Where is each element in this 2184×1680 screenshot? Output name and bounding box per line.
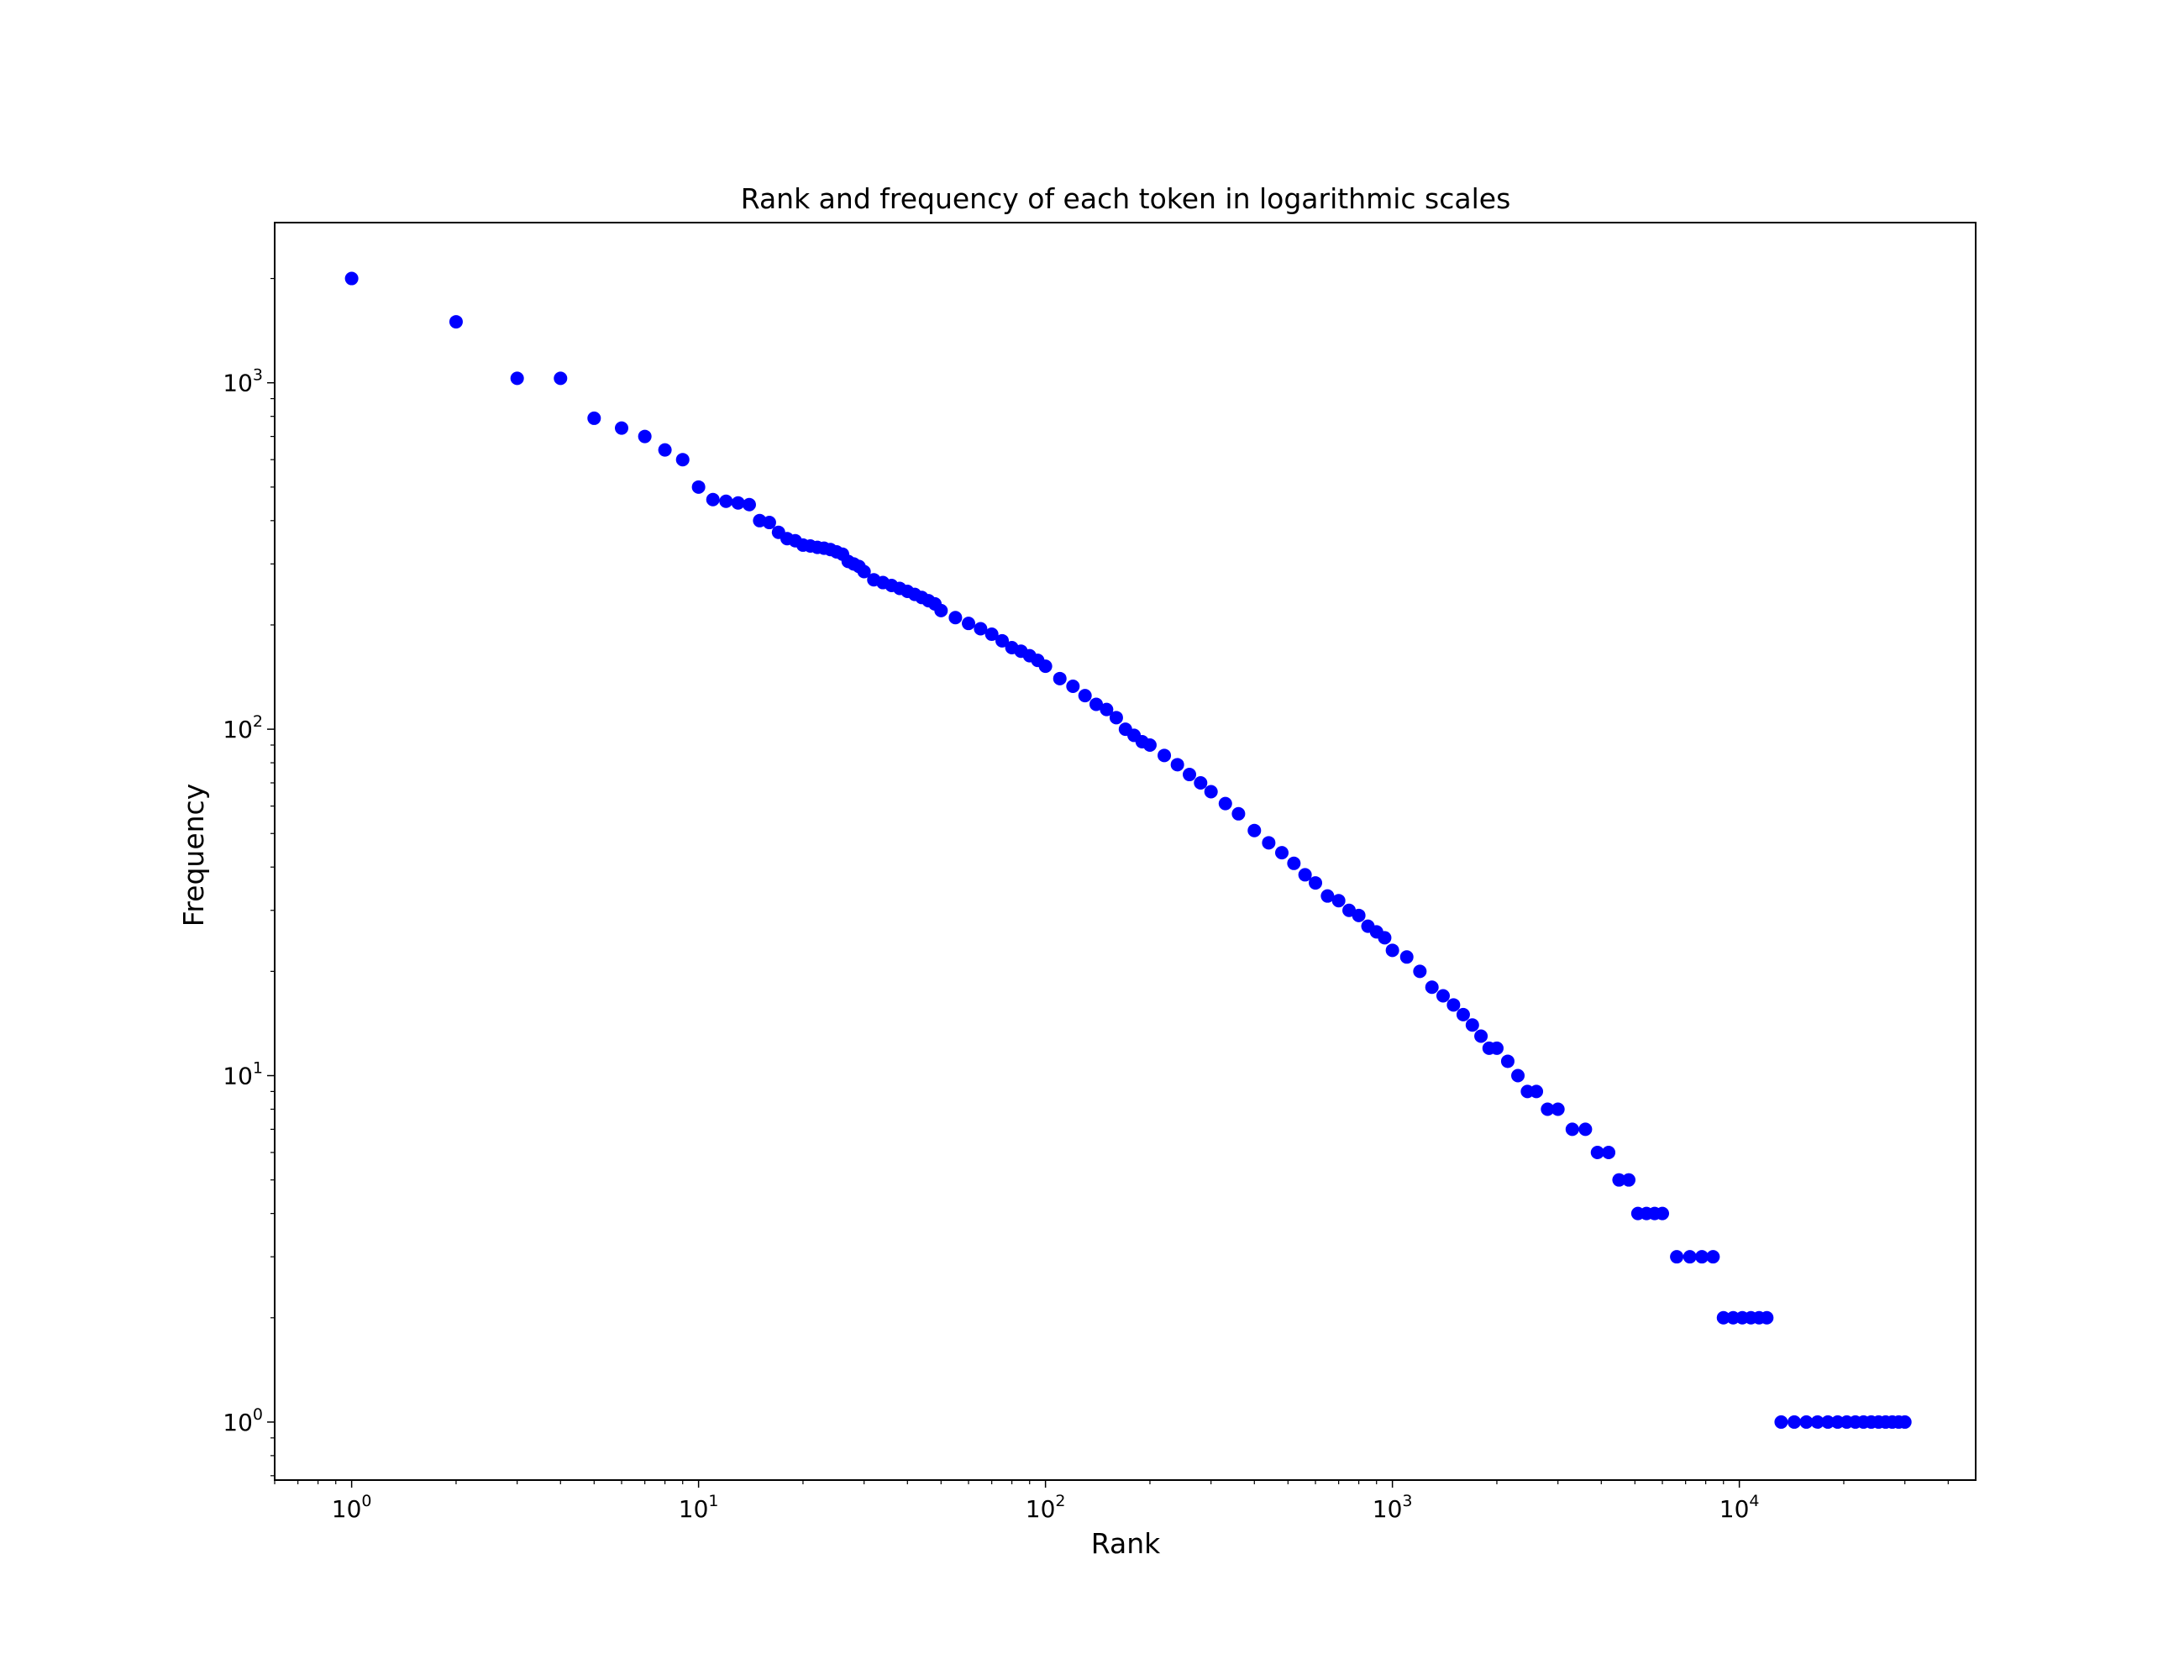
data-point: [1456, 1007, 1470, 1021]
data-point: [1683, 1250, 1697, 1264]
x-axis-label: Rank: [1091, 1527, 1161, 1560]
x-tick-label: 102: [1026, 1492, 1066, 1523]
x-tick-label: 104: [1719, 1492, 1760, 1523]
data-point: [1612, 1173, 1626, 1187]
x-tick-label: 103: [1373, 1492, 1413, 1523]
data-point: [742, 497, 756, 512]
data-point: [638, 429, 652, 444]
data-point: [706, 492, 720, 507]
plot-area-frame: [274, 222, 1977, 1481]
data-point: [1500, 1054, 1515, 1068]
data-point: [1565, 1122, 1579, 1137]
data-point: [1530, 1084, 1544, 1099]
data-point: [1298, 868, 1312, 882]
data-point: [1352, 908, 1366, 922]
data-point: [1247, 823, 1262, 837]
data-point: [1541, 1102, 1555, 1116]
data-point: [1183, 768, 1197, 782]
data-point: [934, 603, 948, 617]
data-point: [675, 453, 690, 467]
data-point: [1436, 989, 1450, 1003]
data-point: [857, 564, 871, 579]
data-point: [1810, 1415, 1824, 1429]
data-point: [1399, 950, 1414, 964]
y-axis-ticks: 100 101 102 103: [223, 277, 275, 1477]
data-point: [1474, 1029, 1488, 1043]
data-point: [719, 494, 733, 508]
data-point: [1551, 1102, 1565, 1116]
y-tick-label: 100: [223, 1405, 263, 1436]
data-point: [762, 516, 776, 530]
x-axis-ticks: 100 101 102 103 104: [274, 1480, 1949, 1523]
data-point: [691, 480, 706, 494]
data-point: [1331, 894, 1346, 908]
data-point: [1774, 1415, 1788, 1429]
data-point: [984, 627, 999, 642]
data-point: [1231, 806, 1246, 821]
data-point: [1309, 876, 1323, 890]
x-tick-label: 100: [332, 1492, 372, 1523]
data-point: [948, 611, 963, 625]
data-point: [1695, 1250, 1709, 1264]
y-tick-label: 101: [223, 1059, 263, 1090]
data-point: [1602, 1146, 1616, 1160]
data-point: [1413, 964, 1427, 979]
data-point: [615, 421, 628, 435]
data-point: [1656, 1206, 1670, 1221]
data-point: [1489, 1041, 1504, 1055]
data-point: [1204, 785, 1218, 799]
data-point: [1578, 1122, 1593, 1137]
data-point: [995, 633, 1010, 648]
data-point: [1788, 1415, 1802, 1429]
data-point: [1622, 1173, 1635, 1187]
data-point: [1799, 1415, 1814, 1429]
y-axis-label: Frequency: [177, 784, 210, 927]
x-tick-label: 101: [679, 1492, 719, 1523]
data-point: [1038, 659, 1053, 674]
data-point: [1378, 931, 1392, 945]
data-point: [1446, 998, 1461, 1012]
data-point: [449, 315, 463, 329]
data-point: [1760, 1310, 1774, 1325]
data-point: [1287, 856, 1301, 870]
data-point: [1898, 1415, 1912, 1429]
data-point: [731, 496, 745, 510]
data-point: [1511, 1068, 1525, 1083]
data-point: [1142, 738, 1157, 752]
data-point: [1716, 1310, 1730, 1325]
plot-points: [344, 271, 1912, 1429]
data-point: [962, 617, 976, 631]
y-tick-label: 102: [223, 712, 263, 743]
data-point: [1170, 758, 1184, 772]
data-point: [1590, 1146, 1604, 1160]
data-point: [1218, 796, 1232, 811]
data-point: [1425, 980, 1439, 995]
chart-title: Rank and frequency of each token in loga…: [741, 182, 1511, 215]
data-point: [1078, 689, 1092, 703]
data-point: [1465, 1018, 1479, 1032]
data-point: [344, 271, 359, 286]
y-tick-label: 103: [223, 366, 263, 397]
data-point: [1158, 748, 1172, 763]
data-point: [1320, 889, 1335, 903]
data-point: [1194, 775, 1208, 790]
data-point: [510, 371, 524, 386]
data-point: [1100, 702, 1114, 717]
data-point: [1385, 943, 1399, 958]
data-point: [554, 371, 568, 386]
data-point: [658, 443, 672, 457]
data-point: [974, 622, 988, 636]
data-point: [1821, 1415, 1835, 1429]
data-point: [1262, 836, 1276, 850]
data-point: [1053, 671, 1067, 685]
data-point: [1109, 711, 1123, 725]
data-point: [1089, 697, 1103, 711]
data-point: [1670, 1250, 1684, 1264]
data-point: [1066, 680, 1080, 694]
data-point: [587, 411, 601, 425]
data-point: [1706, 1250, 1720, 1264]
data-point: [1274, 846, 1289, 860]
